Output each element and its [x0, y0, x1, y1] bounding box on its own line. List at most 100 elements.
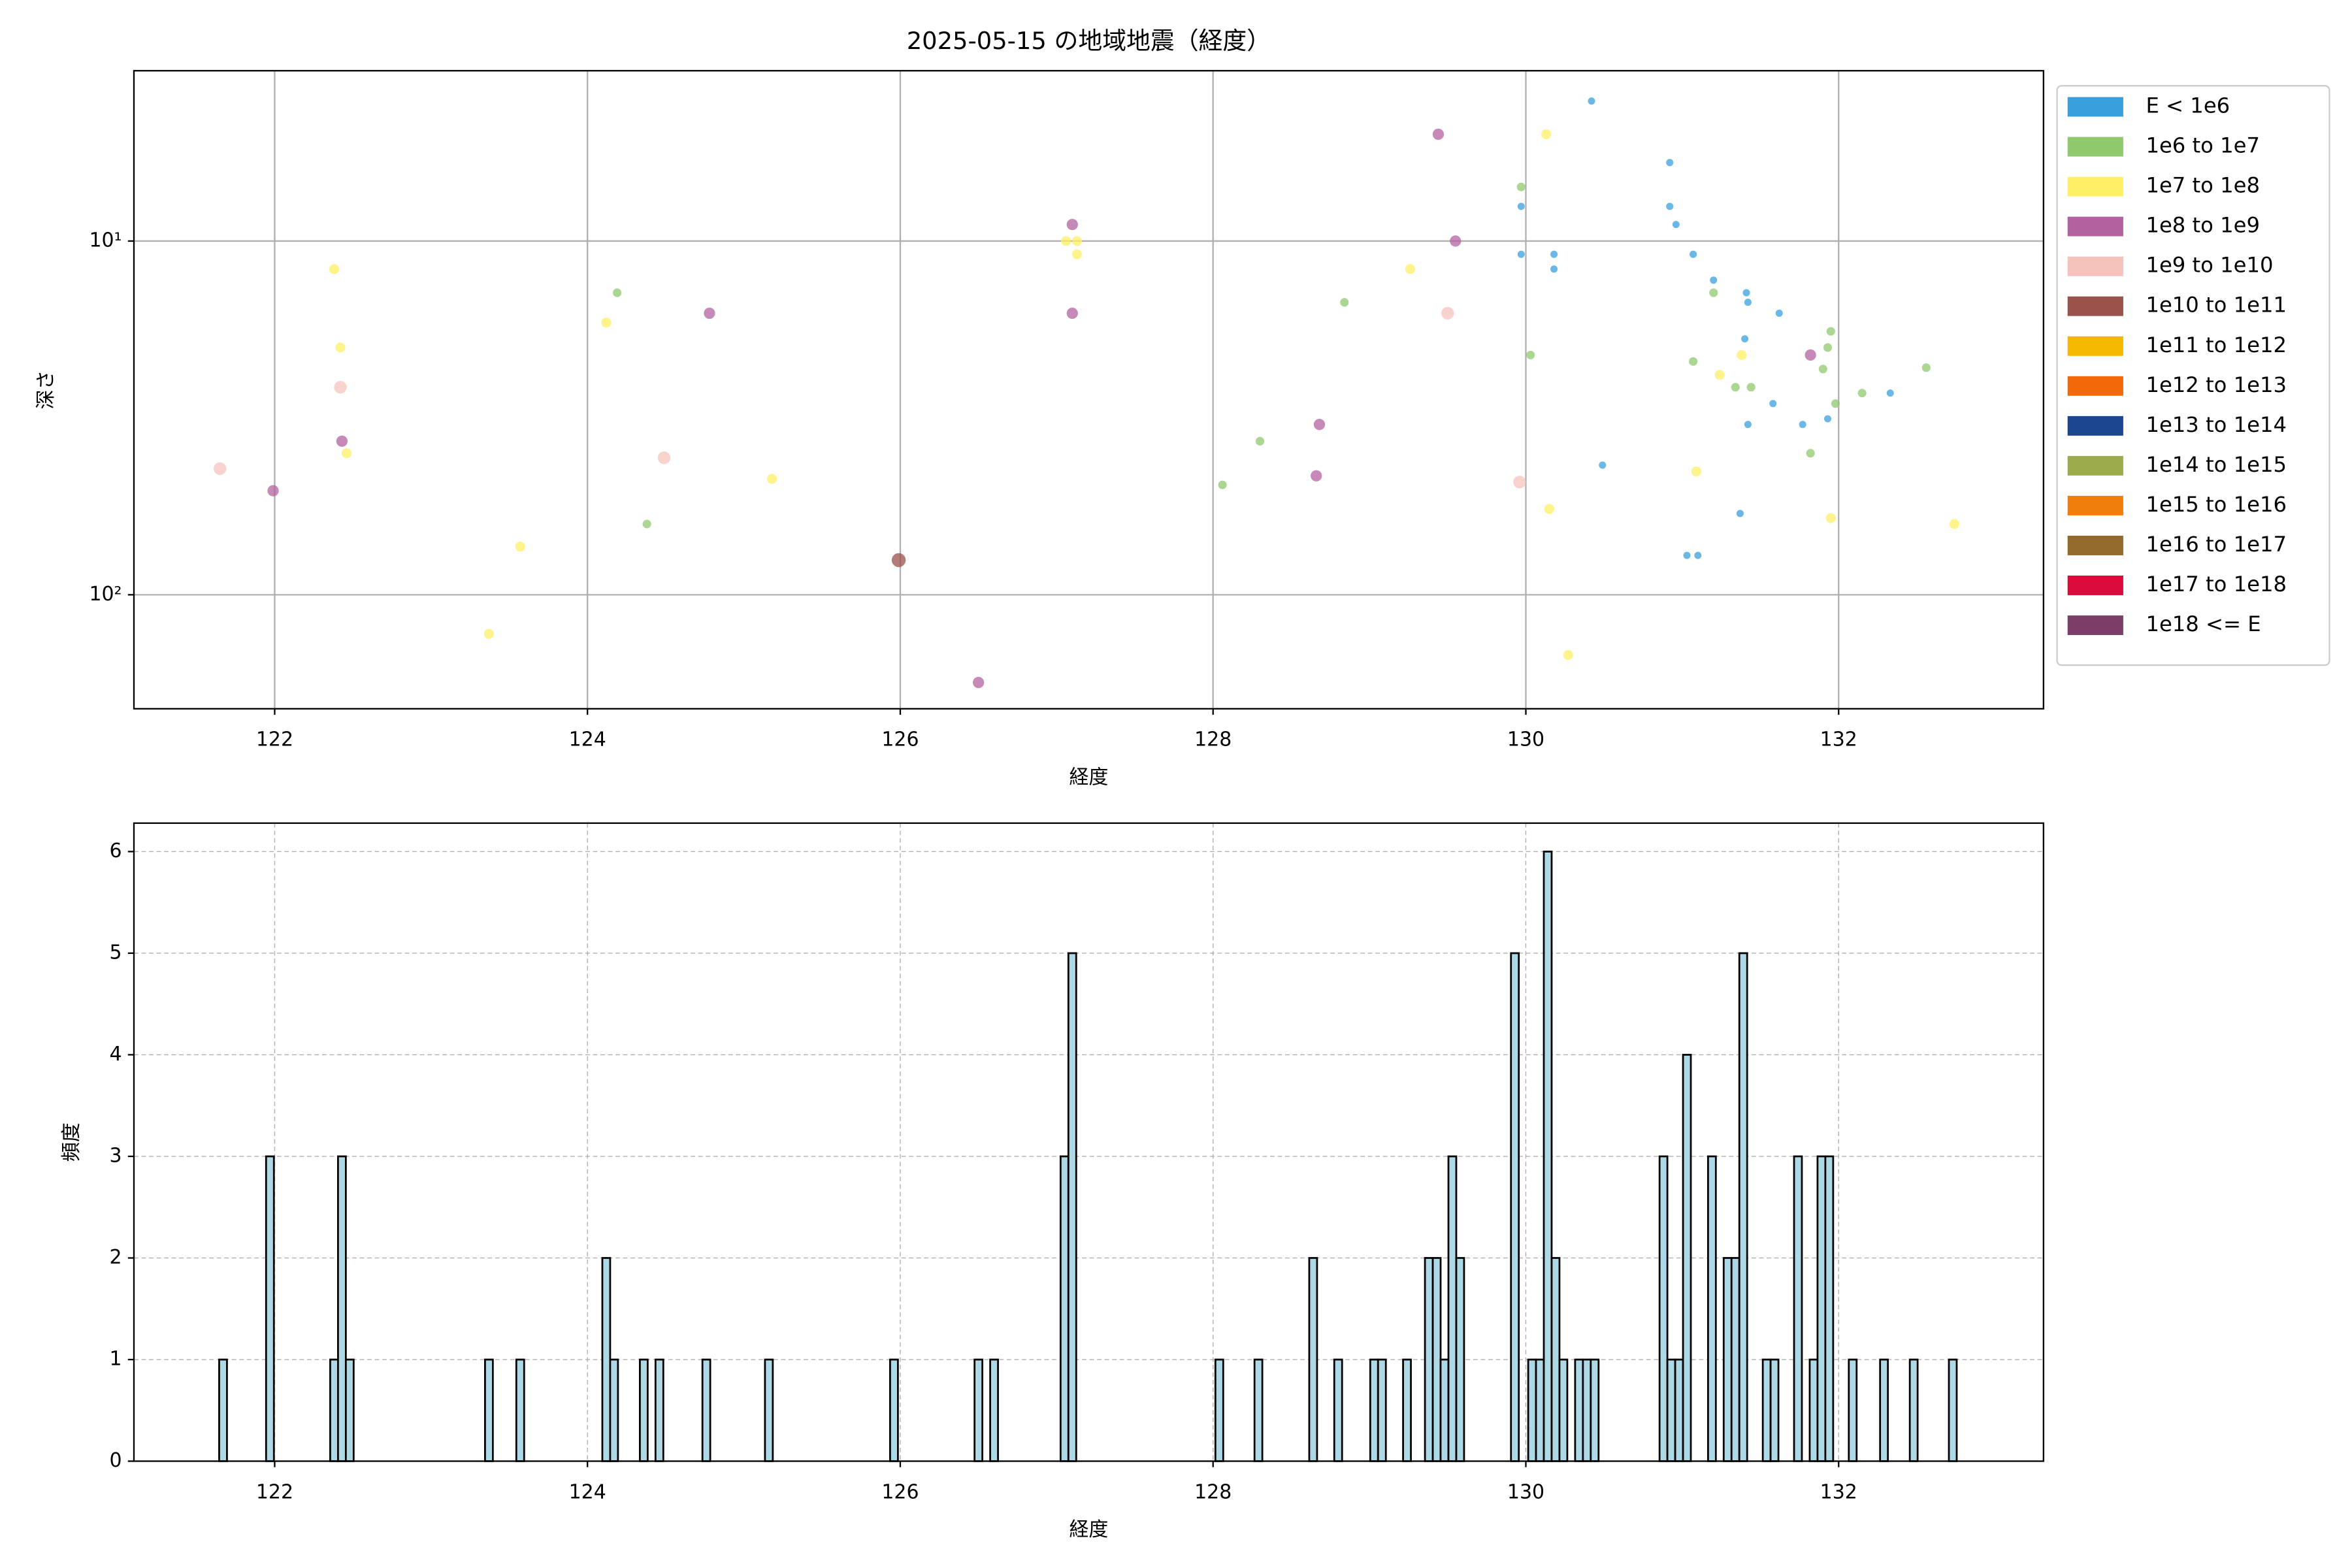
- data-point: [1066, 307, 1078, 319]
- legend-box: [2056, 85, 2330, 666]
- histogram-bar: [764, 1358, 774, 1462]
- data-point: [1806, 449, 1815, 458]
- histogram-bar: [1816, 1155, 1827, 1462]
- data-point: [1517, 203, 1525, 210]
- x-tick-label: 128: [1194, 1480, 1232, 1503]
- histogram-bar: [1059, 1155, 1070, 1462]
- x-tick-label: 124: [569, 728, 606, 751]
- histogram-bar: [1761, 1358, 1772, 1462]
- data-point: [1066, 219, 1078, 231]
- data-point: [1769, 400, 1777, 408]
- y-tick-label: 1: [110, 1347, 122, 1370]
- plot-frame: [133, 70, 2044, 710]
- data-point: [1071, 236, 1083, 246]
- histogram-bar: [344, 1358, 355, 1462]
- data-point: [1741, 335, 1749, 343]
- data-point: [1799, 421, 1806, 429]
- legend-label: 1e7 to 1e8: [2146, 173, 2260, 198]
- histogram-bar: [1543, 851, 1553, 1462]
- legend-swatch: [2067, 176, 2123, 197]
- histogram-bar: [265, 1155, 275, 1462]
- legend-label: E < 1e6: [2146, 93, 2230, 118]
- legend-swatch: [2067, 137, 2123, 157]
- legend-label: 1e17 to 1e18: [2146, 572, 2287, 596]
- histogram-bar: [609, 1358, 619, 1462]
- x-axis-label: 経度: [1069, 1518, 1108, 1541]
- data-point: [1709, 288, 1718, 297]
- histogram-bar: [515, 1358, 525, 1462]
- data-point: [1694, 551, 1702, 559]
- histogram-bar: [337, 1155, 347, 1462]
- x-tick-label: 130: [1507, 728, 1544, 751]
- data-point: [329, 264, 339, 274]
- legend-label: 1e16 to 1e17: [2146, 532, 2287, 557]
- legend-label: 1e9 to 1e10: [2146, 253, 2273, 278]
- data-point: [657, 451, 671, 465]
- x-tick-label: 128: [1194, 728, 1232, 751]
- data-point: [1517, 250, 1525, 258]
- x-axis-label: 経度: [1069, 766, 1108, 789]
- data-point: [341, 448, 352, 459]
- data-point: [1775, 309, 1783, 317]
- y-tick-label: 0: [110, 1449, 122, 1472]
- data-point: [1563, 649, 1573, 661]
- histogram-bar: [1658, 1155, 1669, 1462]
- y-tick-label: 4: [110, 1043, 122, 1066]
- y-axis-label: 頻度: [60, 1122, 83, 1162]
- data-point: [973, 677, 985, 689]
- histogram-bar: [1666, 1358, 1676, 1462]
- histogram-bar: [1824, 1155, 1835, 1462]
- x-tick-label: 132: [1820, 728, 1857, 751]
- x-tick-label: 124: [569, 1480, 606, 1503]
- histogram-bar: [701, 1358, 711, 1462]
- data-point: [1541, 129, 1552, 140]
- data-point: [1311, 470, 1322, 482]
- data-point: [267, 485, 279, 497]
- histogram-bar: [973, 1358, 984, 1462]
- histogram-bar: [1682, 1054, 1692, 1462]
- histogram-bar: [1848, 1358, 1858, 1462]
- histogram-bar: [1707, 1155, 1717, 1462]
- histogram-bar: [639, 1358, 649, 1462]
- data-point: [1550, 265, 1558, 273]
- data-point: [1731, 383, 1740, 392]
- data-point: [1599, 461, 1607, 469]
- data-point: [1683, 551, 1691, 559]
- histogram-bar: [1377, 1358, 1387, 1462]
- histogram-bar: [1738, 952, 1748, 1462]
- histogram-bar: [1424, 1257, 1434, 1462]
- legend-swatch: [2067, 535, 2123, 555]
- data-point: [336, 435, 348, 447]
- histogram-bar: [1067, 952, 1077, 1462]
- histogram-bar: [1214, 1358, 1224, 1462]
- data-point: [1405, 264, 1415, 274]
- chart-title: 2025-05-15 の地域地震（経度）: [907, 27, 1271, 55]
- data-point: [891, 553, 906, 568]
- histogram-bar: [1948, 1358, 1958, 1462]
- data-point: [1818, 365, 1827, 374]
- data-point: [1432, 128, 1445, 140]
- data-point: [515, 542, 525, 552]
- legend-swatch: [2067, 495, 2123, 515]
- data-point: [1744, 299, 1752, 306]
- data-point: [1513, 476, 1526, 489]
- histogram-bar: [1535, 1358, 1545, 1462]
- y-tick-label: 2: [110, 1246, 122, 1269]
- data-point: [1666, 159, 1674, 167]
- x-tick-label: 122: [256, 1480, 293, 1503]
- legend-label: 1e11 to 1e12: [2146, 333, 2287, 357]
- data-point: [1516, 182, 1526, 191]
- data-point: [1689, 357, 1698, 366]
- data-point: [1544, 504, 1554, 514]
- histogram-bar: [1431, 1257, 1442, 1462]
- histogram-bar: [1879, 1358, 1889, 1462]
- data-point: [334, 381, 347, 394]
- histogram-bar: [1447, 1155, 1458, 1462]
- data-point: [1737, 350, 1747, 361]
- data-point: [1736, 510, 1744, 517]
- data-point: [213, 462, 227, 476]
- legend-swatch: [2067, 296, 2123, 316]
